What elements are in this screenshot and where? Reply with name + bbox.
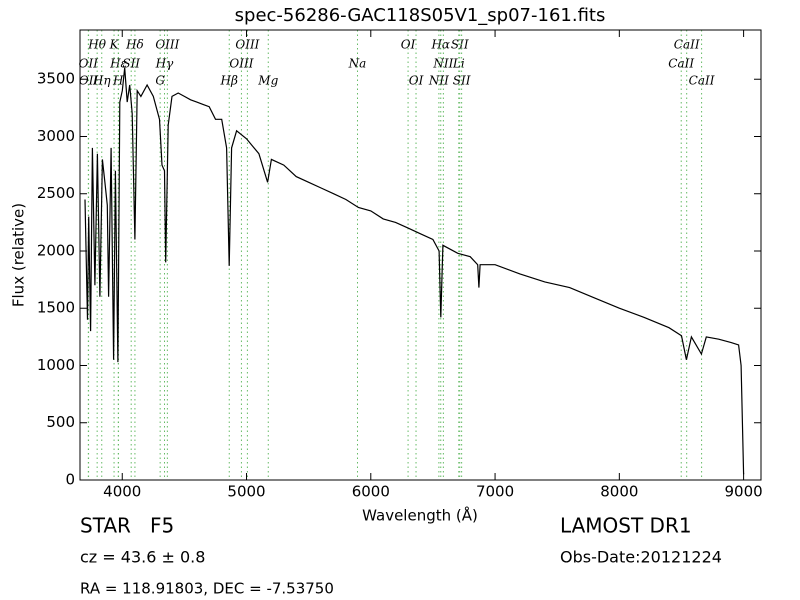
obs-date-label: Obs-Date:20121224 bbox=[560, 548, 722, 567]
spectral-label: Hη bbox=[92, 74, 111, 88]
y-tick-label: 500 bbox=[46, 413, 75, 431]
class-label: STAR F5 bbox=[80, 514, 174, 538]
cz-label: cz = 43.6 ± 0.8 bbox=[80, 548, 205, 567]
y-axis-label: Flux (relative) bbox=[10, 203, 28, 307]
y-tick-label: 1500 bbox=[37, 299, 75, 317]
y-tick-label: 3000 bbox=[37, 127, 75, 145]
spectral-label: H bbox=[112, 74, 124, 88]
x-tick-label: 4000 bbox=[103, 483, 141, 501]
y-tick-label: 3500 bbox=[37, 70, 75, 88]
spectral-label: OIII bbox=[229, 57, 253, 71]
spectral-label: Hα bbox=[430, 38, 450, 52]
spectral-label: SII bbox=[122, 57, 140, 71]
spectral-label: NII bbox=[428, 74, 449, 88]
spectral-label: CaII bbox=[668, 57, 694, 71]
spectrum-line bbox=[84, 67, 745, 475]
x-tick-label: 9000 bbox=[725, 483, 763, 501]
spectral-label: OIII bbox=[155, 38, 179, 52]
plot-frame bbox=[79, 29, 762, 481]
spectral-label: NII bbox=[432, 57, 453, 71]
spectral-label: CaII bbox=[689, 74, 715, 88]
x-tick-label: 8000 bbox=[600, 483, 638, 501]
spectral-label: OII bbox=[79, 57, 99, 71]
survey-label: LAMOST DR1 bbox=[560, 514, 692, 538]
x-tick-label: 7000 bbox=[476, 483, 514, 501]
spectral-label: Hδ bbox=[125, 38, 144, 52]
x-tick-label: 6000 bbox=[352, 483, 390, 501]
y-tick-label: 2000 bbox=[37, 241, 75, 259]
y-tick-label: 2500 bbox=[37, 184, 75, 202]
spectral-label: Hγ bbox=[155, 57, 174, 71]
spectral-label: K bbox=[109, 38, 120, 52]
spectral-label: Mg bbox=[257, 74, 278, 88]
y-tick-label: 1000 bbox=[37, 356, 75, 374]
spectral-label: OI bbox=[409, 74, 424, 88]
y-tick-label: 0 bbox=[65, 471, 75, 489]
x-axis-label: Wavelength (Å) bbox=[362, 506, 478, 525]
spectral-label: OII bbox=[79, 74, 99, 88]
spectral-label: OIII bbox=[235, 38, 259, 52]
spectral-label: Hβ bbox=[220, 74, 238, 88]
spectral-label: OI bbox=[401, 38, 416, 52]
spectral-label: Na bbox=[348, 57, 367, 71]
spectral-label: Li bbox=[452, 57, 465, 71]
x-tick-label: 5000 bbox=[227, 483, 265, 501]
spectral-label: SII bbox=[453, 74, 471, 88]
spectral-label: Hε bbox=[109, 57, 127, 71]
coords-label: RA = 118.91803, DEC = -7.53750 bbox=[80, 580, 334, 598]
chart-title: spec-56286-GAC118S05V1_sp07-161.fits bbox=[235, 5, 606, 26]
spectral-label: G bbox=[155, 74, 165, 88]
spectral-label: SII bbox=[451, 38, 469, 52]
spectral-label: Hθ bbox=[87, 38, 106, 52]
spectral-label: CaII bbox=[674, 38, 700, 52]
